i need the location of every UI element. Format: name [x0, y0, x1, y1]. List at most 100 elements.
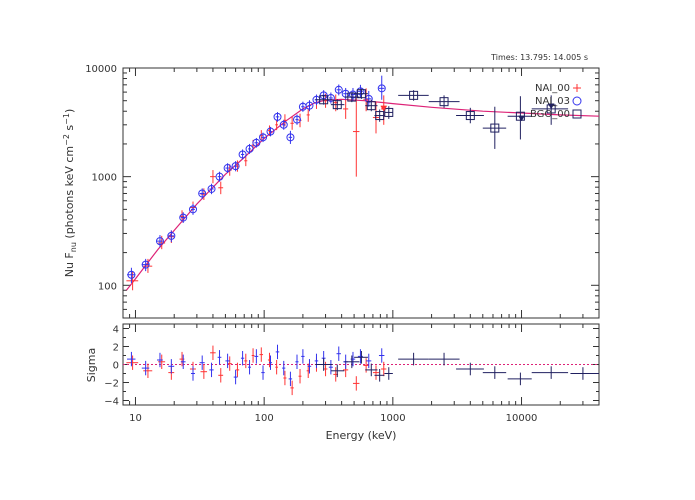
circle-marker [167, 231, 176, 240]
data-point [189, 204, 198, 215]
residual-point [200, 364, 208, 379]
data-point [315, 94, 333, 105]
upper-limit-arrow [518, 115, 525, 122]
data-point [245, 143, 254, 154]
residual-point [288, 371, 293, 387]
residual-point [233, 369, 238, 385]
data-point [215, 171, 224, 182]
residual-series-bgo-00 [315, 351, 599, 386]
y-tick-label: 10000 [85, 64, 117, 75]
data-point [365, 99, 378, 112]
square-marker [332, 100, 342, 110]
residual-point [363, 358, 369, 373]
y-label-base: Nu F [63, 252, 76, 277]
residual-point [384, 367, 393, 380]
circle-marker [273, 112, 282, 121]
data-point [252, 137, 261, 148]
spectrum-panel-frame [122, 67, 600, 319]
residual-y-tick-label: −4 [104, 397, 119, 408]
residual-point [225, 353, 230, 369]
residual-point [261, 365, 265, 380]
residual-point [323, 361, 328, 377]
data-point [273, 112, 282, 122]
data-point [344, 92, 360, 103]
circle-marker [293, 115, 302, 124]
circle-marker [198, 189, 207, 198]
residual-point [366, 353, 372, 369]
residual-point [378, 348, 385, 363]
data-point [334, 84, 343, 96]
residual-point [381, 361, 387, 377]
residual-ticks [122, 324, 600, 405]
circle-marker [215, 172, 224, 181]
y-label-close: ) [63, 109, 76, 113]
spectrum-ticks [122, 67, 600, 319]
data-point [210, 170, 216, 184]
y-label-exp2: −1 [62, 113, 71, 125]
residual-point [570, 367, 599, 380]
residual-point [307, 359, 312, 374]
residual-point [190, 366, 195, 381]
data-point [377, 75, 386, 100]
circle-marker [334, 85, 343, 94]
square-marker [384, 107, 394, 117]
data-point [482, 106, 507, 149]
residual-point [217, 350, 222, 365]
circle-marker [364, 94, 373, 103]
residual-point [235, 362, 240, 378]
circle-marker [141, 260, 150, 269]
data-point [330, 99, 345, 111]
legend-circle-marker [572, 96, 582, 106]
data-point [352, 96, 360, 177]
data-point [244, 155, 248, 167]
square-marker [409, 90, 419, 100]
residual-point [507, 372, 532, 386]
residual-tick-labels: −4 −2 0 2 4 10 100 1000 10000 [104, 325, 537, 425]
residual-point [330, 364, 345, 378]
data-point [141, 258, 150, 272]
residual-point [141, 360, 150, 376]
series-nai-00 [126, 88, 387, 291]
data-point [305, 100, 314, 112]
upper-limit-arrow [547, 103, 555, 110]
data-point [127, 267, 136, 283]
legend-entry-bgo-00: BGO_00 [530, 109, 570, 120]
residual-point [352, 376, 360, 391]
data-point [306, 108, 310, 122]
spectrum-y-axis-label: Nu Fnu (photons keV cm−2 s−1) [62, 109, 78, 278]
data-point [374, 109, 385, 122]
y-label-exp1: −2 [62, 134, 71, 146]
circle-marker [238, 150, 247, 159]
data-point [286, 130, 295, 144]
circle-marker [305, 101, 314, 110]
residual-point [365, 363, 378, 377]
residual-point [357, 349, 363, 364]
model-line [125, 98, 600, 291]
data-point [167, 230, 176, 243]
square-marker [465, 111, 475, 121]
residual-point [354, 351, 368, 364]
residual-point [157, 352, 163, 368]
residual-point [126, 355, 139, 370]
data-point [155, 235, 164, 248]
residual-point [482, 366, 507, 379]
residual-point [227, 356, 232, 371]
legend-plus-marker [573, 84, 581, 92]
data-point [354, 88, 368, 99]
data-point [198, 188, 207, 199]
residual-point [428, 352, 460, 366]
residual-point [168, 359, 175, 374]
data-point [456, 107, 484, 124]
residual-point [315, 358, 333, 371]
square-marker [319, 95, 329, 105]
residual-point [298, 369, 302, 384]
residual-point [374, 369, 385, 382]
circle-marker [377, 84, 386, 93]
square-marker [366, 101, 376, 111]
residual-point [531, 366, 569, 379]
data-point [279, 119, 288, 130]
x-axis-label: Energy (keV) [326, 429, 397, 442]
circle-marker [231, 162, 240, 171]
y-label-mid: s [63, 125, 76, 134]
